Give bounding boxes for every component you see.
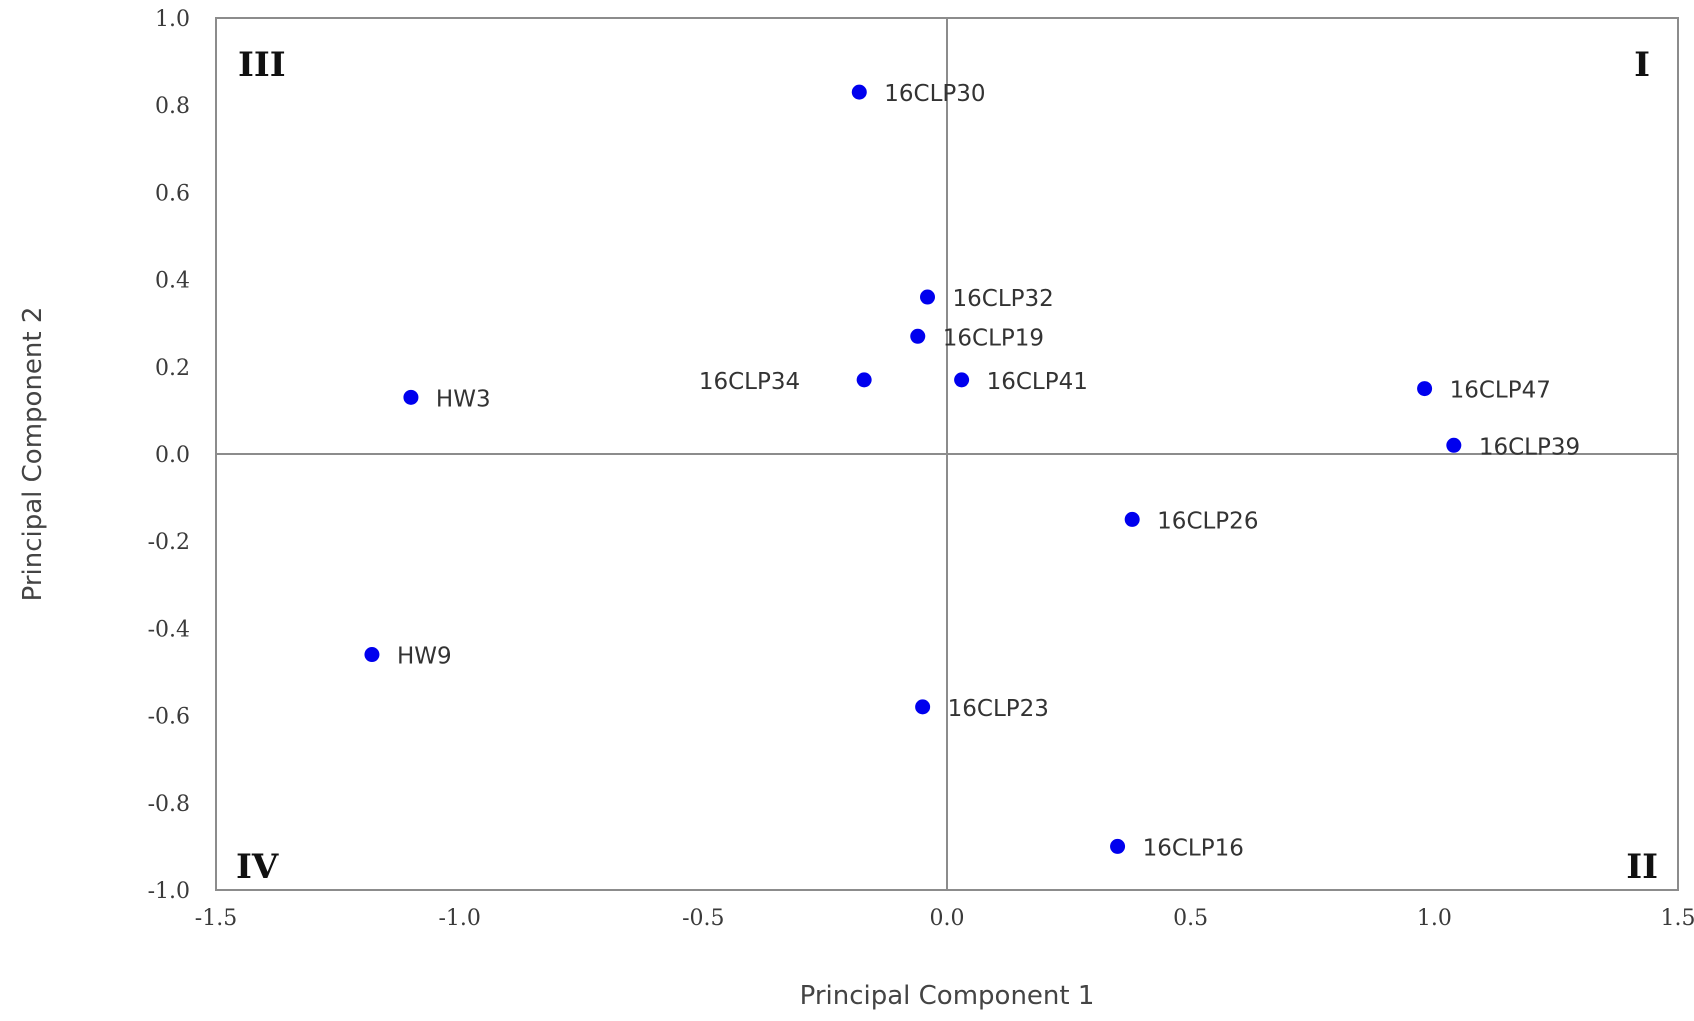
data-point xyxy=(920,289,936,305)
y-axis-title: Principal Component 2 xyxy=(18,307,48,602)
x-tick-label: -0.5 xyxy=(682,906,724,931)
point-label: 16CLP16 xyxy=(1143,835,1244,861)
y-tick-label: 0.6 xyxy=(155,181,190,206)
y-tick-label: -1.0 xyxy=(148,879,190,904)
data-point xyxy=(954,372,970,388)
x-tick-label: -1.0 xyxy=(438,906,480,931)
y-tick-label: 0.0 xyxy=(155,443,190,468)
y-tick-label: -0.4 xyxy=(148,617,190,642)
x-tick-label: 0.0 xyxy=(930,906,965,931)
point-label: 16CLP47 xyxy=(1450,378,1551,404)
data-point xyxy=(364,647,380,663)
data-point xyxy=(1446,437,1462,453)
point-label: 16CLP41 xyxy=(987,369,1088,395)
x-tick-label: 1.0 xyxy=(1417,906,1452,931)
quadrant-label-top-right: I xyxy=(1634,45,1650,85)
point-label: HW9 xyxy=(397,644,452,670)
point-label: 16CLP34 xyxy=(699,369,800,395)
y-tick-label: -0.2 xyxy=(148,530,190,555)
quadrant-label-bottom-right: II xyxy=(1626,847,1658,887)
y-axis-ticks: 1.0 0.8 0.6 0.4 0.2 0.0 -0.2 -0.4 -0.6 -0.8 -1.0 xyxy=(148,7,190,904)
data-point xyxy=(1124,511,1140,527)
y-tick-label: -0.6 xyxy=(148,705,190,730)
y-tick-label: 0.4 xyxy=(155,269,190,294)
y-tick-label: 1.0 xyxy=(155,7,190,32)
y-tick-label: 0.2 xyxy=(155,356,190,381)
y-tick-label: -0.8 xyxy=(148,792,190,817)
data-point xyxy=(1110,838,1126,854)
point-label: 16CLP23 xyxy=(948,696,1049,722)
data-point xyxy=(851,84,867,100)
point-label: 16CLP26 xyxy=(1157,508,1258,534)
x-axis-title: Principal Component 1 xyxy=(800,981,1095,1011)
x-tick-label: 1.5 xyxy=(1661,906,1694,931)
data-point xyxy=(910,328,926,344)
point-label: 16CLP32 xyxy=(953,286,1054,312)
data-points: 16CLP30 16CLP32 16CLP19 16CLP34 16CLP41 HW3 16… xyxy=(364,81,1580,861)
point-label: 16CLP39 xyxy=(1479,434,1580,460)
y-tick-label: 0.8 xyxy=(155,94,190,119)
point-label: 16CLP30 xyxy=(884,81,985,107)
quadrant-label-bottom-left: IV xyxy=(236,847,279,887)
x-axis-ticks: -1.5 -1.0 -0.5 0.0 0.5 1.0 1.5 xyxy=(195,906,1694,931)
data-point xyxy=(915,699,931,715)
x-tick-label: 0.5 xyxy=(1173,906,1208,931)
data-point xyxy=(1417,381,1433,397)
quadrant-label-top-left: III xyxy=(238,45,286,85)
data-point xyxy=(856,372,872,388)
x-tick-label: -1.5 xyxy=(195,906,237,931)
point-label: 16CLP19 xyxy=(943,325,1044,351)
data-point xyxy=(403,389,419,405)
point-label: HW3 xyxy=(436,386,491,412)
